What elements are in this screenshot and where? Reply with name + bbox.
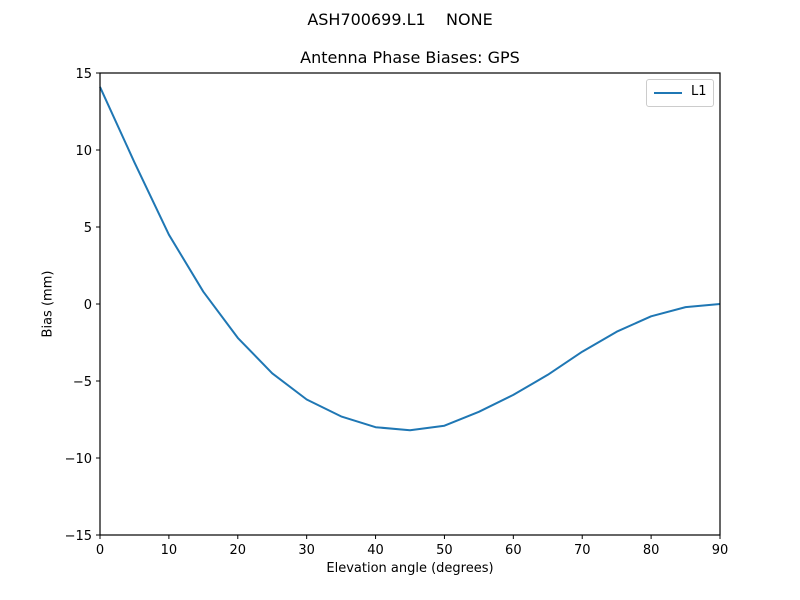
y-tick-label: 0: [84, 298, 92, 313]
x-tick-label: 70: [574, 543, 591, 558]
chart-title: Antenna Phase Biases: GPS: [300, 48, 520, 67]
x-tick-label: 90: [712, 543, 729, 558]
y-tick-label: −15: [65, 529, 92, 544]
x-tick-label: 0: [96, 543, 104, 558]
y-tick-label: 15: [75, 67, 92, 82]
x-tick-label: 60: [505, 543, 522, 558]
legend: L1: [646, 79, 714, 107]
x-tick-label: 10: [161, 543, 178, 558]
y-tick-label: −10: [65, 452, 92, 467]
y-axis-label: Bias (mm): [40, 270, 56, 338]
x-tick-label: 80: [643, 543, 660, 558]
series-line-l1: [99, 86, 721, 432]
x-tick-label: 50: [436, 543, 453, 558]
figure-suptitle: ASH700699.L1 NONE: [307, 10, 493, 29]
y-tick-label: −5: [73, 375, 92, 390]
axis-ticks: 0 10 20 30 40 50 60 70 80 90 −15 −10 −5 0 5 10 15: [65, 67, 729, 558]
legend-label-l1: L1: [691, 84, 707, 99]
y-tick-label: 5: [84, 221, 92, 236]
x-tick-label: 20: [230, 543, 247, 558]
x-tick-label: 30: [298, 543, 315, 558]
axes-frame: [99, 72, 721, 536]
y-tick-label: 10: [75, 144, 92, 159]
legend-line-swatch: [654, 92, 682, 94]
x-tick-label: 40: [367, 543, 384, 558]
x-axis-label: Elevation angle (degrees): [326, 561, 494, 576]
